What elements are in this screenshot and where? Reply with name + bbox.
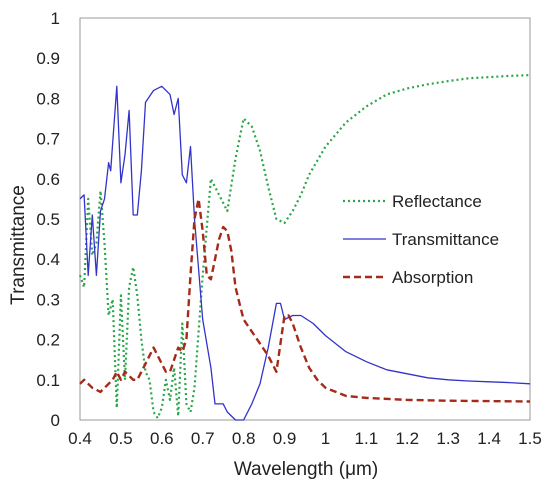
y-tick-label: 0.6	[36, 170, 60, 189]
legend-item-absorption: Absorption	[343, 268, 473, 287]
y-axis-title: Transmittance	[8, 185, 29, 305]
series-lines	[78, 74, 531, 421]
y-tick-label: 0.4	[36, 250, 60, 269]
series-line-transmittance	[79, 85, 531, 421]
x-tick-label: 1	[321, 429, 330, 448]
plot-frame	[79, 17, 531, 421]
x-tick-label: 0.7	[191, 429, 215, 448]
legend-item-transmittance: Transmittance	[343, 230, 499, 249]
x-tick-label: 1.2	[395, 429, 419, 448]
x-axis-tick-labels: 0.4 0.5 0.6 0.7 0.8 0.9 1 1.1 1.2 1.3 1.4 1.5	[68, 429, 542, 448]
x-axis-title: Wavelength (μm)	[234, 459, 378, 480]
y-axis-tick-labels: 0 0.1 0.2 0.3 0.4 0.5 0.6 0.7 0.8 0.9 1	[36, 9, 60, 430]
legend-item-reflectance: Reflectance	[343, 192, 482, 211]
legend-label-reflectance: Reflectance	[392, 192, 482, 211]
x-tick-label: 1.4	[477, 429, 501, 448]
series-line-absorption	[79, 197, 531, 403]
x-tick-label: 0.4	[68, 429, 92, 448]
legend-label-transmittance: Transmittance	[392, 230, 499, 249]
y-tick-label: 0.5	[36, 210, 60, 229]
legend: Reflectance Transmittance Absorption	[343, 192, 499, 287]
plot-area	[79, 17, 531, 421]
x-tick-label: 0.8	[232, 429, 256, 448]
x-tick-label: 1.5	[518, 429, 542, 448]
x-tick-label: 0.5	[109, 429, 133, 448]
y-tick-label: 0.8	[36, 89, 60, 108]
y-tick-label: 0.1	[36, 371, 60, 390]
y-tick-label: 1	[51, 9, 60, 28]
x-tick-label: 1.3	[436, 429, 460, 448]
legend-label-absorption: Absorption	[392, 268, 473, 287]
x-tick-label: 0.6	[150, 429, 174, 448]
x-tick-label: 1.1	[355, 429, 379, 448]
y-tick-label: 0.9	[36, 49, 60, 68]
y-tick-label: 0.2	[36, 331, 60, 350]
y-tick-label: 0.3	[36, 290, 60, 309]
series-line-reflectance	[78, 74, 531, 420]
x-tick-label: 0.9	[273, 429, 297, 448]
y-tick-label: 0.7	[36, 130, 60, 149]
y-tick-label: 0	[51, 411, 60, 430]
